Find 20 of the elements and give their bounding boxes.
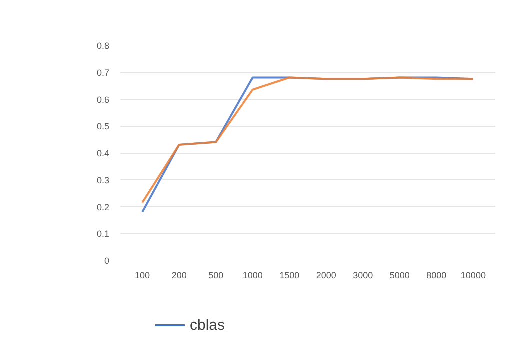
y-tick-label: 0.5 bbox=[96, 122, 110, 132]
y-tick-label: 0.4 bbox=[96, 148, 110, 158]
x-tick-label: 1500 bbox=[280, 270, 300, 280]
x-tick-label: 2000 bbox=[316, 270, 336, 280]
y-tick-label: 0.7 bbox=[96, 68, 110, 78]
x-tick-label: 100 bbox=[135, 270, 150, 280]
x-tick-label: 500 bbox=[208, 270, 224, 280]
x-tick-label: 10000 bbox=[460, 270, 486, 280]
y-tick-label: 0.3 bbox=[96, 175, 110, 186]
y-tick-label: 0.8 bbox=[96, 41, 110, 51]
x-tick-label: 8000 bbox=[426, 270, 447, 280]
x-tick-label: 3000 bbox=[353, 270, 374, 280]
x-tick-label: 200 bbox=[172, 270, 187, 280]
legend-label: cblas bbox=[190, 316, 226, 334]
y-tick-label: 0.6 bbox=[96, 94, 110, 105]
y-tick-label: 0.1 bbox=[96, 229, 110, 240]
y-tick-label: 0.2 bbox=[96, 202, 110, 212]
x-tick-label: 1000 bbox=[242, 270, 263, 280]
y-tick-label: 0 bbox=[104, 256, 110, 266]
x-tick-label: 5000 bbox=[390, 270, 410, 280]
